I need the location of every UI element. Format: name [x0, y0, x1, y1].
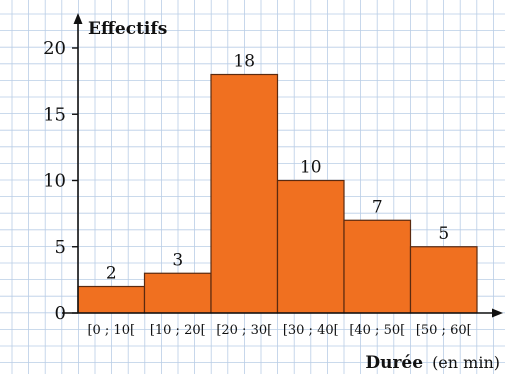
x-axis-label-main: Durée — [365, 353, 423, 373]
category-label-0: [0 ; 10[ — [87, 323, 135, 338]
data-labels-group: 2 3 18 10 7 5 — [106, 52, 449, 284]
bar-5 — [409, 246, 478, 314]
y-tick-label-4: 20 — [43, 38, 66, 59]
x-axis-label-unit: (en min) — [432, 353, 500, 372]
category-label-3: [30 ; 40[ — [283, 323, 339, 338]
category-label-2: [20 ; 30[ — [216, 323, 272, 338]
bar-3 — [276, 179, 345, 314]
y-ticks-group: 0 5 10 15 20 — [43, 38, 78, 324]
data-label-2: 18 — [233, 52, 255, 72]
category-label-5: [50 ; 60[ — [416, 323, 472, 338]
x-axis-arrow — [492, 308, 503, 318]
data-label-1: 3 — [172, 250, 183, 270]
bars-group — [77, 73, 478, 314]
x-category-labels: [0 ; 10[ [10 ; 20[ [20 ; 30[ [30 ; 40[ [40 ;… — [87, 323, 471, 338]
y-tick-label-2: 10 — [43, 171, 66, 192]
y-tick-label-3: 15 — [43, 104, 66, 125]
data-label-5: 5 — [438, 224, 449, 244]
bar-2 — [210, 73, 279, 314]
data-label-3: 10 — [300, 158, 322, 178]
data-label-4: 7 — [372, 197, 383, 217]
x-axis-label: Durée (en min) — [365, 353, 500, 373]
bar-0 — [77, 285, 146, 314]
y-tick-label-0: 0 — [55, 303, 66, 324]
category-label-4: [40 ; 50[ — [349, 323, 405, 338]
category-label-1: [10 ; 20[ — [150, 323, 206, 338]
data-label-0: 2 — [106, 264, 117, 284]
bar-4 — [343, 219, 412, 314]
y-axis-arrow — [73, 13, 83, 24]
y-axis-label: Effectifs — [88, 19, 167, 39]
axes-group — [62, 13, 503, 318]
y-tick-label-1: 5 — [55, 237, 66, 258]
bar-1 — [143, 272, 212, 314]
